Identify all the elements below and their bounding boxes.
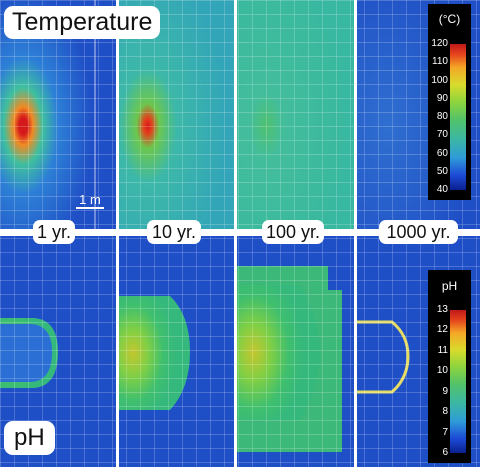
scale-bar [76, 207, 104, 209]
temperature-colorbar-tick: 120 [431, 38, 448, 49]
temp-panel-100yr [237, 0, 354, 229]
temperature-colorbar-tick: 70 [436, 129, 448, 141]
ph-colorbar-tick: 7 [442, 426, 448, 438]
ph-panel-10yr [119, 236, 234, 467]
time-label-100yr: 100 yr. [262, 220, 324, 244]
temperature-colorbar-gradient [450, 44, 466, 190]
temperature-colorbar-unit: (°C) [438, 12, 461, 26]
ph-colorbar-tick: 11 [437, 344, 448, 356]
ph-panel-100yr [237, 236, 354, 467]
temperature-colorbar-tick: 110 [432, 56, 448, 68]
time-label-1000yr: 1000 yr. [379, 220, 458, 244]
temperature-colorbar-tick: 80 [436, 111, 448, 122]
ph-colorbar-tick: 10 [436, 365, 448, 377]
time-label-10yr: 10 yr. [147, 220, 201, 244]
ph-colorbar: pH 13 12 11 10 9 8 7 6 [428, 270, 471, 463]
temperature-colorbar-tick: 50 [436, 165, 448, 177]
ph-colorbar-tick: 8 [442, 406, 448, 418]
temperature-colorbar-tick: 40 [436, 184, 448, 195]
scale-bar-label: 1 m [79, 192, 101, 207]
ph-colorbar-tick: 6 [442, 447, 448, 458]
temperature-row-title: Temperature [4, 6, 161, 39]
ph-colorbar-tick: 12 [436, 324, 448, 336]
ph-colorbar-gradient [450, 310, 466, 453]
ph-colorbar-tick: 9 [442, 385, 448, 397]
ph-colorbar-tick: 13 [436, 304, 448, 315]
ph-colorbar-unit: pH [441, 279, 458, 293]
temperature-colorbar-tick: 90 [436, 92, 448, 104]
temperature-colorbar-tick: 100 [431, 74, 448, 86]
temperature-colorbar-tick: 60 [436, 147, 448, 159]
time-label-1yr: 1 yr. [33, 220, 75, 244]
ph-row-title: pH [4, 421, 55, 455]
temperature-colorbar: (°C) 120 110 100 90 80 70 60 50 40 [428, 4, 471, 200]
